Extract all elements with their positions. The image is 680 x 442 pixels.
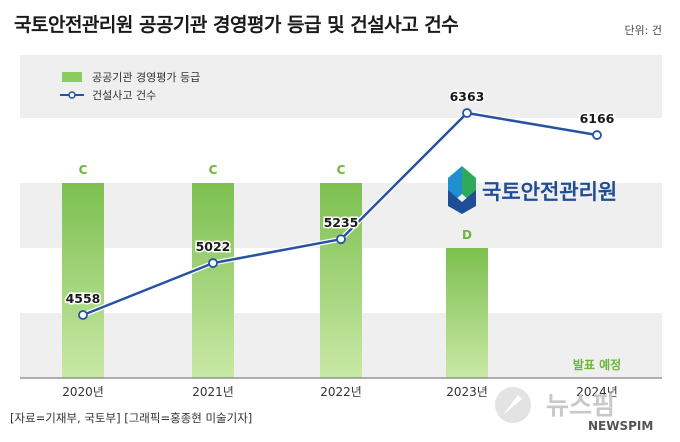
logo-mark-icon <box>448 166 476 214</box>
data-label: 6166 <box>580 111 615 126</box>
line-point <box>336 234 346 245</box>
grade-label: C <box>209 163 218 177</box>
chart-title: 국토안전관리원 공공기관 경영평가 등급 및 건설사고 건수 <box>14 14 459 36</box>
watermark-text: 뉴스핌 <box>546 391 615 420</box>
bar <box>446 248 488 378</box>
source-note: [자료=기재부, 국토부] [그래픽=홍종현 미술기자] <box>10 411 253 425</box>
legend: 공공기관 경영평가 등급 건설사고 건수 <box>60 71 200 102</box>
grade-label: C <box>337 163 346 177</box>
data-label: 6363 <box>450 89 485 104</box>
legend-bar-swatch <box>62 72 82 82</box>
line-point <box>462 108 472 118</box>
legend-line-label: 건설사고 건수 <box>92 89 156 102</box>
data-label: 4558 <box>66 291 101 306</box>
line-point <box>208 258 218 268</box>
unit-label: 단위: 건 <box>624 24 662 37</box>
logo: 국토안전관리원 <box>448 166 617 214</box>
x-tick-label: 2022년 <box>320 385 362 399</box>
legend-bar-label: 공공기관 경영평가 등급 <box>92 71 200 84</box>
line-series: 4558 5022 5235 6363 6166 <box>64 88 616 320</box>
grade-label: D <box>462 228 472 242</box>
grade-label: C <box>79 163 88 177</box>
x-tick-labels: 2020년 2021년 2022년 2023년 2024년 <box>62 385 618 399</box>
watermark-subtext: NEWSPIM <box>588 419 653 433</box>
data-label: 5022 <box>196 239 231 254</box>
watermark: 뉴스핌 NEWSPIM <box>495 387 653 433</box>
grade-labels: C C C D 발표 예정 <box>79 163 622 372</box>
bar-series <box>62 183 488 378</box>
x-tick-label: 2020년 <box>62 385 104 399</box>
legend-line-marker <box>68 91 76 99</box>
x-tick-label: 2021년 <box>192 385 234 399</box>
x-tick-label: 2024년 <box>576 385 618 399</box>
bar <box>192 183 234 378</box>
background-band <box>20 55 662 118</box>
line-point <box>78 310 88 320</box>
line-point <box>592 130 602 140</box>
bar <box>320 183 362 378</box>
pending-note: 발표 예정 <box>573 357 621 372</box>
watermark-circle-icon <box>495 387 531 423</box>
bar <box>62 183 104 378</box>
logo-text: 국토안전관리원 <box>482 180 617 204</box>
x-tick-label: 2023년 <box>446 385 488 399</box>
data-label: 5235 <box>324 215 359 230</box>
